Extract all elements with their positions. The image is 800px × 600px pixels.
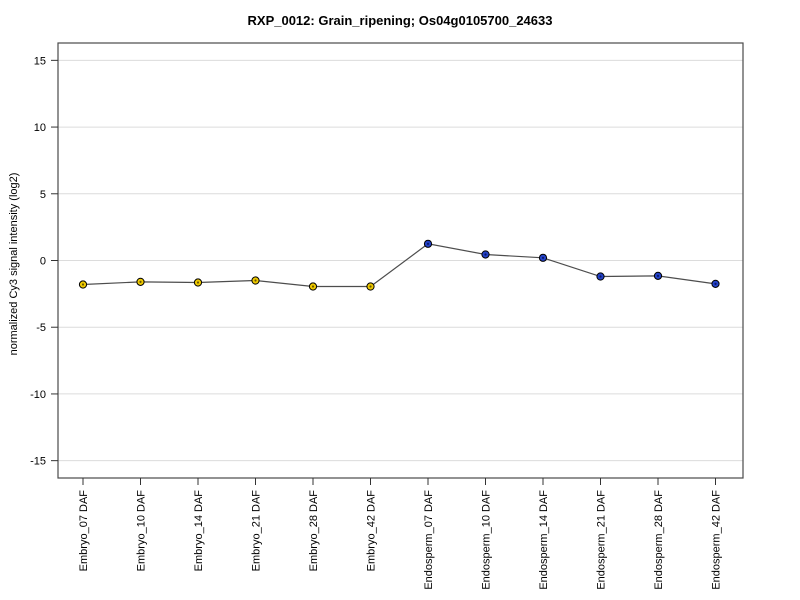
data-point-center-dot [599,275,602,278]
y-tick-label: -15 [30,456,46,468]
y-tick-label: 5 [40,189,46,201]
data-point-center-dot [426,242,430,245]
data-point-center-dot [254,279,257,282]
x-tick-label: Embryo_42 DAF [366,490,378,572]
data-point-center-dot [139,280,142,283]
data-point-center-dot [311,285,315,288]
y-tick-label: -10 [30,389,46,401]
x-tick-label: Embryo_14 DAF [193,490,205,572]
y-tick-label: 10 [34,122,46,134]
x-tick-label: Embryo_28 DAF [308,490,320,572]
chart-title: RXP_0012: Grain_ripening; Os04g0105700_2… [247,13,553,28]
x-tick-label: Endosperm_14 DAF [538,490,550,590]
x-tick-label: Endosperm_21 DAF [596,490,608,590]
series-line [82,243,716,288]
x-tick-label: Endosperm_28 DAF [653,490,665,590]
y-tick-label: 15 [34,55,46,67]
x-tick-label: Endosperm_42 DAF [711,490,723,590]
x-tick-label: Embryo_07 DAF [78,490,90,572]
data-point-center-dot [714,282,717,285]
data-point-center-dot [656,274,660,277]
data-point-center-dot [81,283,85,286]
data-point-center-dot [369,285,372,288]
x-tick-label: Endosperm_07 DAF [423,490,435,590]
y-tick-label: -5 [36,322,46,334]
data-point-center-dot [196,281,200,284]
data-point-center-dot [541,256,545,259]
x-tick-label: Embryo_10 DAF [136,490,148,572]
x-tick-label: Embryo_21 DAF [251,490,263,572]
y-tick-label: 0 [40,256,46,268]
data-point-center-dot [484,253,487,256]
x-tick-label: Endosperm_10 DAF [481,490,493,590]
